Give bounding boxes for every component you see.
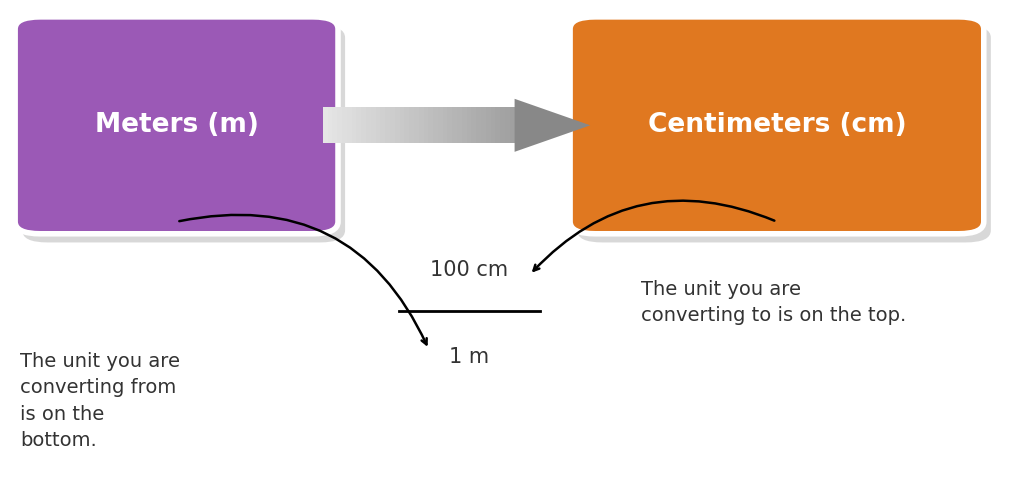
Text: 100 cm: 100 cm: [430, 260, 509, 280]
Bar: [462, 107, 466, 144]
Bar: [333, 107, 337, 144]
Bar: [356, 107, 361, 144]
Bar: [410, 107, 414, 144]
Bar: [510, 107, 515, 144]
Bar: [400, 107, 405, 144]
Bar: [428, 107, 433, 144]
FancyBboxPatch shape: [570, 17, 984, 234]
Bar: [361, 107, 366, 144]
Bar: [495, 107, 500, 144]
Bar: [466, 107, 471, 144]
Bar: [337, 107, 342, 144]
Bar: [490, 107, 495, 144]
Bar: [457, 107, 462, 144]
Bar: [443, 107, 447, 144]
Bar: [405, 107, 410, 144]
Polygon shape: [515, 99, 590, 152]
Text: The unit you are
converting from
is on the
bottom.: The unit you are converting from is on t…: [20, 352, 181, 450]
Bar: [395, 107, 400, 144]
Bar: [424, 107, 428, 144]
Bar: [414, 107, 419, 144]
Bar: [481, 107, 486, 144]
Text: 1 m: 1 m: [449, 347, 489, 367]
Bar: [448, 107, 452, 144]
Bar: [347, 107, 352, 144]
Bar: [438, 107, 443, 144]
Text: Meters (m): Meters (m): [95, 112, 258, 138]
FancyBboxPatch shape: [15, 17, 338, 234]
Bar: [328, 107, 333, 144]
FancyBboxPatch shape: [577, 26, 991, 242]
Bar: [366, 107, 370, 144]
Bar: [419, 107, 424, 144]
Bar: [486, 107, 490, 144]
Bar: [375, 107, 380, 144]
Bar: [342, 107, 347, 144]
Bar: [452, 107, 457, 144]
Bar: [323, 107, 328, 144]
Text: The unit you are
converting to is on the top.: The unit you are converting to is on the…: [641, 280, 906, 325]
Bar: [471, 107, 476, 144]
Bar: [504, 107, 510, 144]
Bar: [385, 107, 389, 144]
Text: Centimeters (cm): Centimeters (cm): [648, 112, 906, 138]
Bar: [352, 107, 356, 144]
Bar: [433, 107, 438, 144]
FancyBboxPatch shape: [22, 26, 345, 242]
Bar: [371, 107, 375, 144]
Bar: [476, 107, 481, 144]
Bar: [380, 107, 385, 144]
Bar: [500, 107, 506, 144]
Bar: [389, 107, 395, 144]
